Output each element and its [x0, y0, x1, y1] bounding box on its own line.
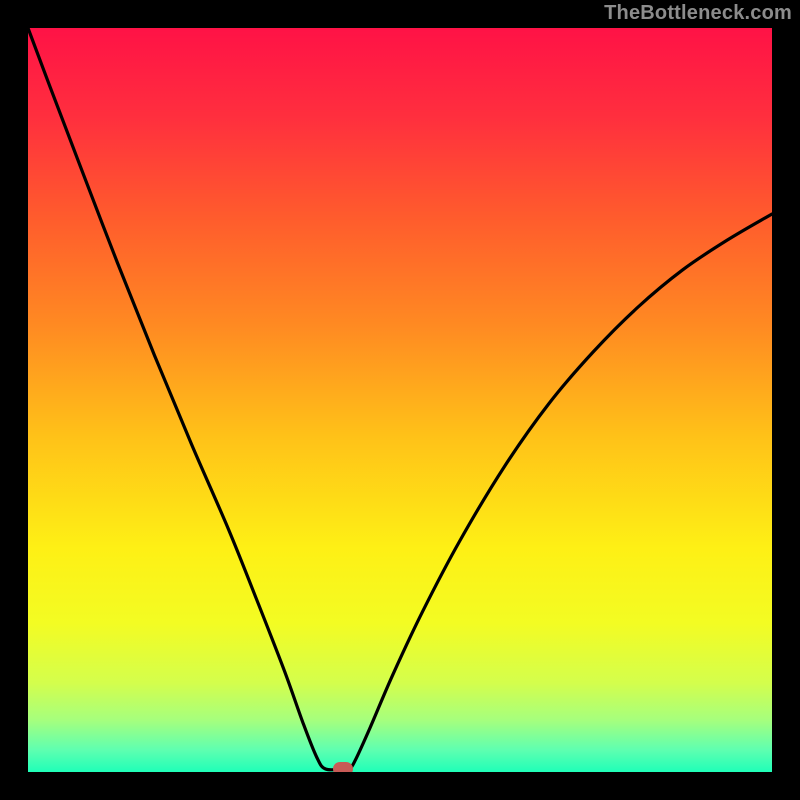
chart-container: TheBottleneck.com	[0, 0, 800, 800]
optimal-marker	[333, 762, 353, 772]
bottleneck-curve	[28, 28, 772, 772]
watermark-label: TheBottleneck.com	[604, 2, 792, 25]
plot-area	[28, 28, 772, 772]
